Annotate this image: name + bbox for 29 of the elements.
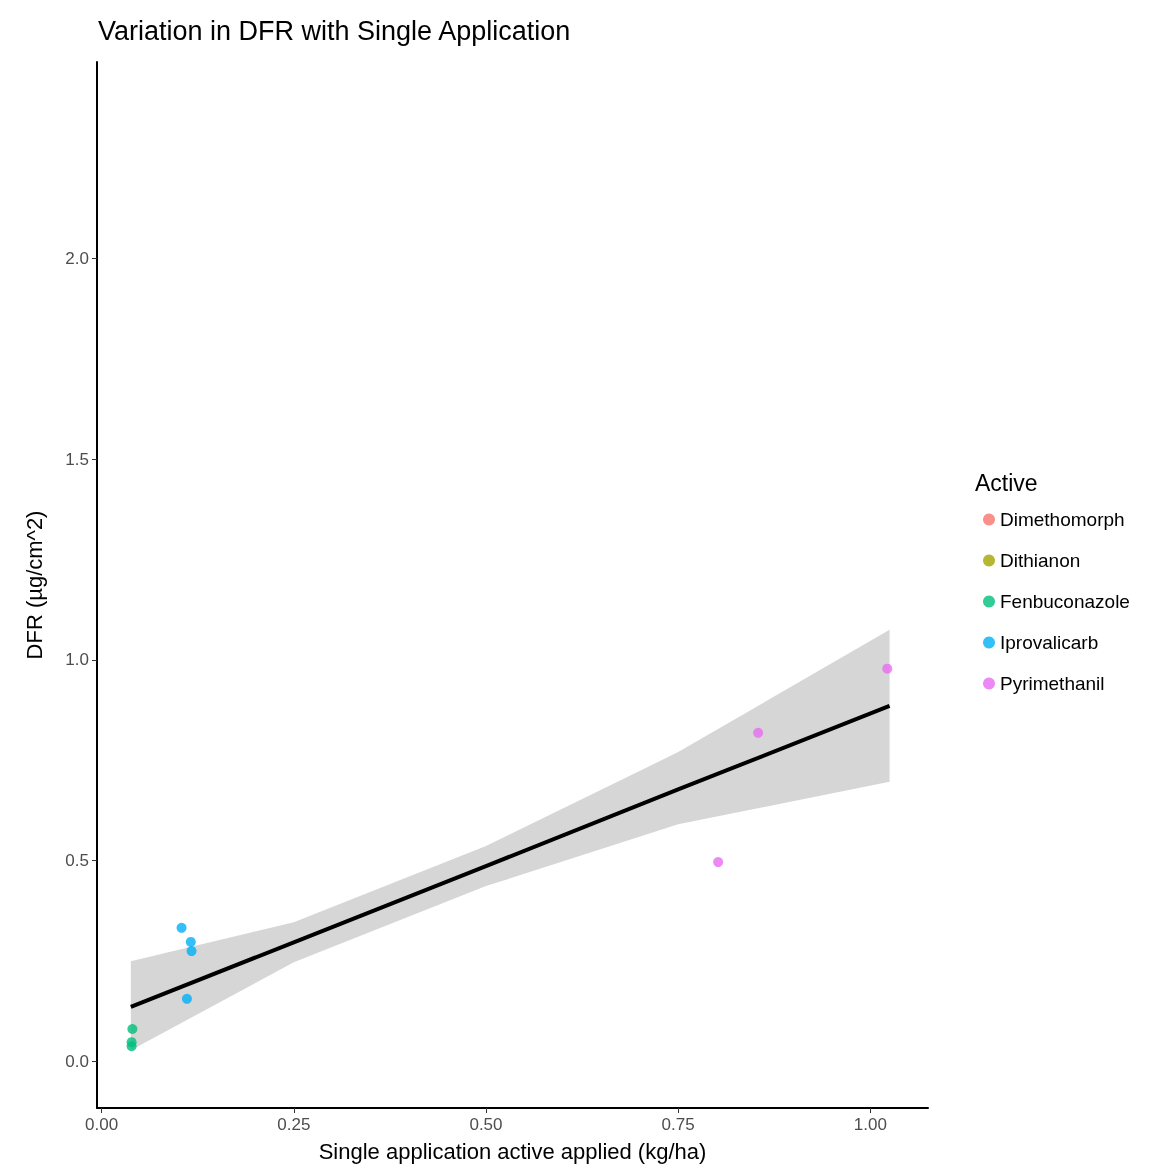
legend-label: Fenbuconazole — [1000, 591, 1130, 612]
point — [126, 1041, 137, 1052]
x-tick-label: 0.25 — [277, 1115, 311, 1134]
x-tick-label: 0.50 — [469, 1115, 503, 1134]
point — [176, 922, 187, 933]
chart-title: Variation in DFR with Single Application — [98, 15, 571, 46]
legend-label: Dimethomorph — [1000, 509, 1125, 530]
x-tick-label: 1.00 — [853, 1115, 887, 1134]
point — [713, 857, 724, 868]
y-tick-label: 1.0 — [65, 650, 89, 670]
point — [185, 936, 196, 947]
x-axis-title: Single application active applied (kg/ha) — [318, 1138, 707, 1164]
point — [186, 946, 197, 957]
y-tick-label: 2.0 — [65, 249, 89, 269]
legend-label: Pyrimethanil — [1000, 673, 1105, 694]
y-tick-label: 0.0 — [65, 1051, 89, 1071]
x-tick-label: 0.00 — [85, 1115, 119, 1134]
x-tick-label: 0.75 — [661, 1115, 695, 1134]
y-tick-label: 0.5 — [65, 850, 89, 870]
y-axis-title: DFR (µg/cm^2) — [21, 510, 47, 660]
point — [753, 727, 764, 738]
legend-title: Active — [975, 469, 1038, 496]
point — [181, 993, 192, 1004]
y-tick-label: 1.5 — [65, 449, 89, 469]
legend-label: Iprovalicarb — [1000, 632, 1099, 653]
line-series — [128, 703, 892, 1009]
legend-label: Dithianon — [1000, 550, 1081, 571]
point — [882, 663, 893, 674]
point — [127, 1023, 138, 1034]
